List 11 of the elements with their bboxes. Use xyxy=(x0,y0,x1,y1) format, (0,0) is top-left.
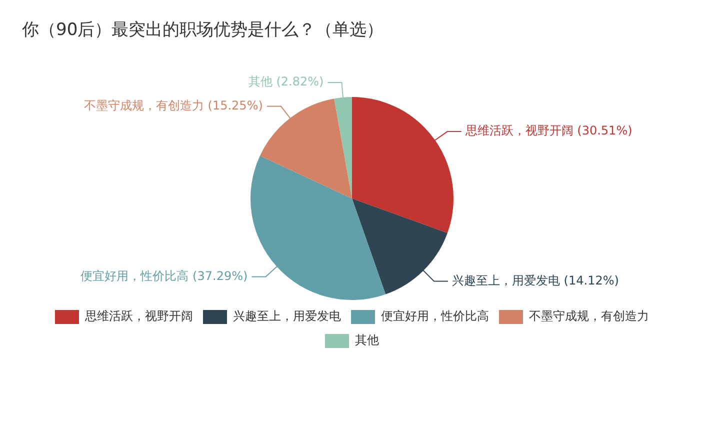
category-label: 兴趣至上，用爱发电 (14.12%) xyxy=(452,273,619,288)
legend-label: 兴趣至上，用爱发电 xyxy=(233,309,341,324)
chart-title: 你（90后）最突出的职场优势是什么？（单选） xyxy=(21,19,385,42)
legend-label: 思维活跃，视野开阔 xyxy=(84,309,193,324)
legend-label: 不墨守成规，有创造力 xyxy=(529,309,649,324)
category-label: 思维活跃，视野开阔 (30.51%) xyxy=(465,124,632,138)
category-label: 其他 (2.82%) xyxy=(248,74,324,89)
legend-label: 便宜好用，性价比高 xyxy=(381,309,489,324)
category-label: 不墨守成规，有创造力 (15.25%) xyxy=(84,98,263,112)
legend-label: 其他 xyxy=(355,333,379,348)
category-label: 便宜好用，性价比高 (37.29%) xyxy=(80,268,248,283)
